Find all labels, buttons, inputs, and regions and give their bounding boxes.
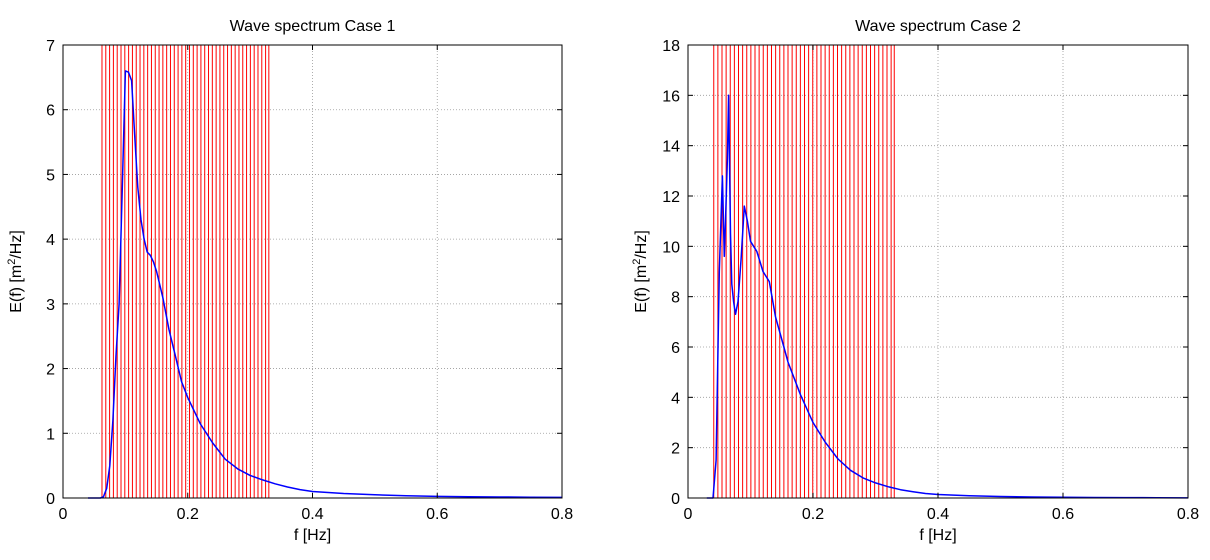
y-tick-label: 18 bbox=[662, 38, 680, 55]
chart-title: Wave spectrum Case 1 bbox=[230, 18, 396, 35]
y-tick-label: 7 bbox=[46, 38, 55, 55]
x-tick-label: 0 bbox=[684, 506, 693, 523]
x-tick-label: 0.2 bbox=[177, 506, 199, 523]
y-axis-label-superscript: 2 bbox=[6, 259, 18, 265]
y-axis-label: E(f) [m2/Hz] bbox=[631, 230, 650, 313]
x-axis-label: f [Hz] bbox=[294, 527, 331, 544]
y-tick-label: 6 bbox=[671, 340, 680, 357]
y-axis-label-superscript: 2 bbox=[631, 259, 643, 265]
y-tick-label: 14 bbox=[662, 139, 680, 156]
y-tick-label: 10 bbox=[662, 239, 680, 256]
spectrum-line bbox=[88, 70, 563, 499]
x-tick-label: 0.4 bbox=[301, 506, 323, 523]
spectrum-line bbox=[706, 94, 1189, 499]
y-tick-label: 2 bbox=[46, 362, 55, 379]
x-tick-label: 0 bbox=[59, 506, 68, 523]
y-axis-label-tail: /Hz] bbox=[633, 230, 650, 258]
y-tick-label: 3 bbox=[46, 297, 55, 314]
plot-area bbox=[63, 45, 562, 498]
chart-panel-2: 0 0.2 0.4 0.6 0.8 0 2 4 6 8 10 12 14 16 18 Wave spectru… bbox=[631, 18, 1199, 544]
y-axis-label-main: E(f) [m bbox=[633, 265, 650, 313]
y-axis-label: E(f) [m2/Hz] bbox=[6, 230, 25, 313]
y-axis-label-tail: /Hz] bbox=[8, 230, 25, 258]
y-tick-label: 6 bbox=[46, 103, 55, 120]
y-tick-label: 2 bbox=[671, 441, 680, 458]
chart-title: Wave spectrum Case 2 bbox=[855, 18, 1021, 35]
x-tick-label: 0.8 bbox=[1177, 506, 1199, 523]
y-tick-label: 16 bbox=[662, 88, 680, 105]
y-tick-label: 0 bbox=[671, 491, 680, 508]
x-axis-label: f [Hz] bbox=[919, 527, 956, 544]
x-tick-label: 0.6 bbox=[1052, 506, 1074, 523]
y-tick-label: 4 bbox=[671, 390, 680, 407]
y-tick-label: 8 bbox=[671, 290, 680, 307]
chart-panel-1: 0 0.2 0.4 0.6 0.8 0 1 2 3 4 5 6 7 Wave spectrum Case … bbox=[6, 18, 573, 544]
y-tick-label: 12 bbox=[662, 189, 680, 206]
x-tick-label: 0.4 bbox=[927, 506, 949, 523]
y-tick-label: 0 bbox=[46, 491, 55, 508]
x-tick-label: 0.6 bbox=[426, 506, 448, 523]
y-tick-label: 1 bbox=[46, 426, 55, 443]
y-tick-label: 5 bbox=[46, 167, 55, 184]
y-axis-label-main: E(f) [m bbox=[8, 265, 25, 313]
x-tick-label: 0.2 bbox=[802, 506, 824, 523]
y-tick-label: 4 bbox=[46, 232, 55, 249]
x-tick-label: 0.8 bbox=[551, 506, 573, 523]
